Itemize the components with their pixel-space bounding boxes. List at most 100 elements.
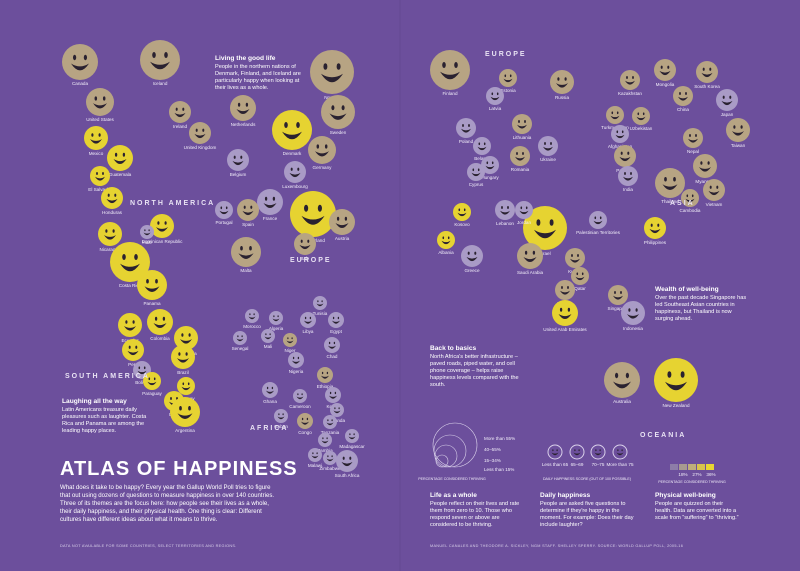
- face-eye: [349, 433, 351, 436]
- face-eye: [544, 142, 546, 145]
- face: [215, 201, 233, 219]
- region-label: SOUTH AMERICA: [65, 373, 150, 380]
- country-label: Gabon: [274, 424, 288, 429]
- country-label: Uzbekistan: [630, 126, 653, 131]
- face: [621, 301, 645, 325]
- face: [655, 168, 685, 198]
- face-eye: [664, 177, 667, 182]
- face: [515, 201, 533, 219]
- face-smile: [466, 256, 478, 262]
- face-eye: [91, 133, 94, 137]
- face-eye: [594, 216, 597, 220]
- legend-ring: [432, 422, 478, 468]
- country-label: Madagascar: [339, 444, 365, 449]
- face-eye: [181, 333, 184, 337]
- face-eye: [709, 185, 712, 189]
- face-eye: [472, 168, 475, 172]
- face: [467, 163, 485, 181]
- face-disc: [122, 339, 144, 361]
- face: [437, 231, 455, 249]
- face-smile: [236, 109, 250, 115]
- face-eye: [326, 437, 328, 440]
- face-smile: [248, 316, 256, 320]
- face: [547, 444, 563, 460]
- face-smile: [708, 190, 720, 196]
- face-smile: [232, 160, 244, 166]
- face: [499, 69, 517, 87]
- country-label: Congo: [298, 430, 312, 435]
- face-disc: [140, 225, 154, 239]
- face-eye: [334, 391, 337, 395]
- face: [297, 413, 313, 429]
- face-disc: [517, 243, 543, 269]
- face: [317, 367, 333, 383]
- face-eye: [549, 219, 554, 226]
- face-eye: [667, 371, 672, 378]
- country-label: Panama: [143, 301, 161, 306]
- legend-level: 65–69: [571, 462, 584, 467]
- face-eye: [264, 196, 268, 201]
- face-smile: [316, 303, 324, 307]
- face-eye: [146, 279, 149, 284]
- note-text: People in the northern nations of Denmar…: [215, 64, 301, 92]
- face-eye: [157, 221, 160, 225]
- country-label: Zimbabwe: [319, 466, 341, 471]
- face: [453, 203, 471, 221]
- face-smile: [301, 421, 309, 425]
- face-eye: [321, 300, 323, 303]
- country-label: Argentina: [175, 428, 195, 433]
- face-eye: [667, 65, 670, 69]
- note-heading: Back to basics: [430, 345, 477, 352]
- country-label: Jordan: [517, 220, 531, 225]
- face: [98, 222, 122, 246]
- country-label: Guatemala: [109, 172, 132, 177]
- face-disc: [569, 444, 585, 460]
- face-disc: [300, 312, 316, 328]
- face-smile: [441, 240, 451, 245]
- face-disc: [547, 444, 563, 460]
- face-eye: [240, 155, 243, 159]
- face-disc: [308, 448, 322, 462]
- face-eye: [297, 167, 300, 171]
- face: [110, 242, 150, 282]
- face: [321, 95, 355, 129]
- face: [328, 312, 344, 328]
- face-smile: [304, 320, 312, 324]
- face: [611, 125, 629, 143]
- face-disc: [290, 191, 336, 237]
- face-smile: [461, 128, 471, 133]
- face-eye: [272, 196, 276, 201]
- country-label: Brazil: [177, 370, 189, 375]
- note-heading: Laughing all the way: [62, 398, 127, 405]
- face: [486, 87, 504, 105]
- face: [90, 166, 110, 186]
- face-disc: [555, 280, 575, 300]
- face: [170, 397, 200, 427]
- face-smile: [471, 172, 481, 177]
- face-disc: [230, 95, 256, 121]
- face-eye: [331, 419, 333, 422]
- face-eye: [333, 341, 336, 345]
- face-eye: [290, 167, 293, 171]
- face-eye: [353, 433, 355, 436]
- note: Wealth of well-being Over the past decade…: [655, 286, 747, 323]
- country-label: Singapore: [608, 306, 629, 311]
- face-disc: [328, 312, 344, 328]
- face-eye: [102, 96, 106, 101]
- face: [325, 387, 341, 403]
- country-label: Italy: [301, 256, 310, 261]
- face-eye: [152, 52, 156, 58]
- face-smile: [477, 146, 487, 151]
- face-eye: [300, 239, 303, 243]
- face: [512, 114, 532, 134]
- note: Back to basics North Africa's better infr…: [430, 345, 522, 389]
- face: [290, 191, 336, 237]
- face-eye: [561, 286, 563, 289]
- face-eye: [552, 449, 554, 452]
- face: [430, 50, 470, 90]
- face-eye: [114, 193, 117, 197]
- face: [245, 309, 259, 323]
- face-disc: [140, 40, 180, 80]
- face-eye: [188, 333, 191, 337]
- face: [227, 149, 249, 171]
